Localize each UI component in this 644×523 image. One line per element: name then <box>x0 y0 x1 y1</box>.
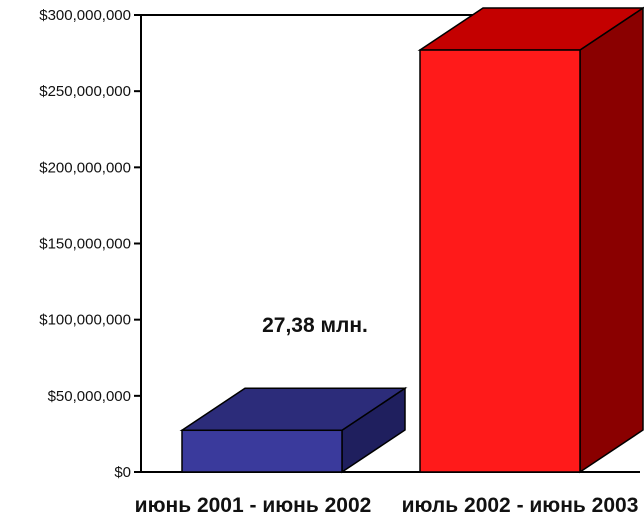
y-tick-label: $100,000,000 <box>39 312 131 329</box>
chart-labels: июнь 2001 - июнь 2002 июль 2002 - июнь 20… <box>135 314 639 517</box>
y-tick-label: $150,000,000 <box>39 236 131 253</box>
bar <box>181 429 343 473</box>
chart-bars <box>179 6 644 474</box>
y-tick-label: $250,000,000 <box>39 83 131 100</box>
x-tick-label: июнь 2001 - июнь 2002 <box>135 494 372 517</box>
y-tick-label: $0 <box>114 464 131 481</box>
chart-axes: $0 $50,000,000 $100,000,000 $150,000,000 $20… <box>39 7 640 481</box>
x-tick-label: июль 2002 - июнь 2003 <box>402 494 639 517</box>
bar <box>419 49 581 473</box>
data-label: 27,38 млн. <box>262 314 368 337</box>
y-tick-label: $200,000,000 <box>39 159 131 176</box>
y-tick-label: $300,000,000 <box>39 7 131 24</box>
y-tick-label: $50,000,000 <box>48 388 131 405</box>
bar-side-face <box>579 6 644 474</box>
